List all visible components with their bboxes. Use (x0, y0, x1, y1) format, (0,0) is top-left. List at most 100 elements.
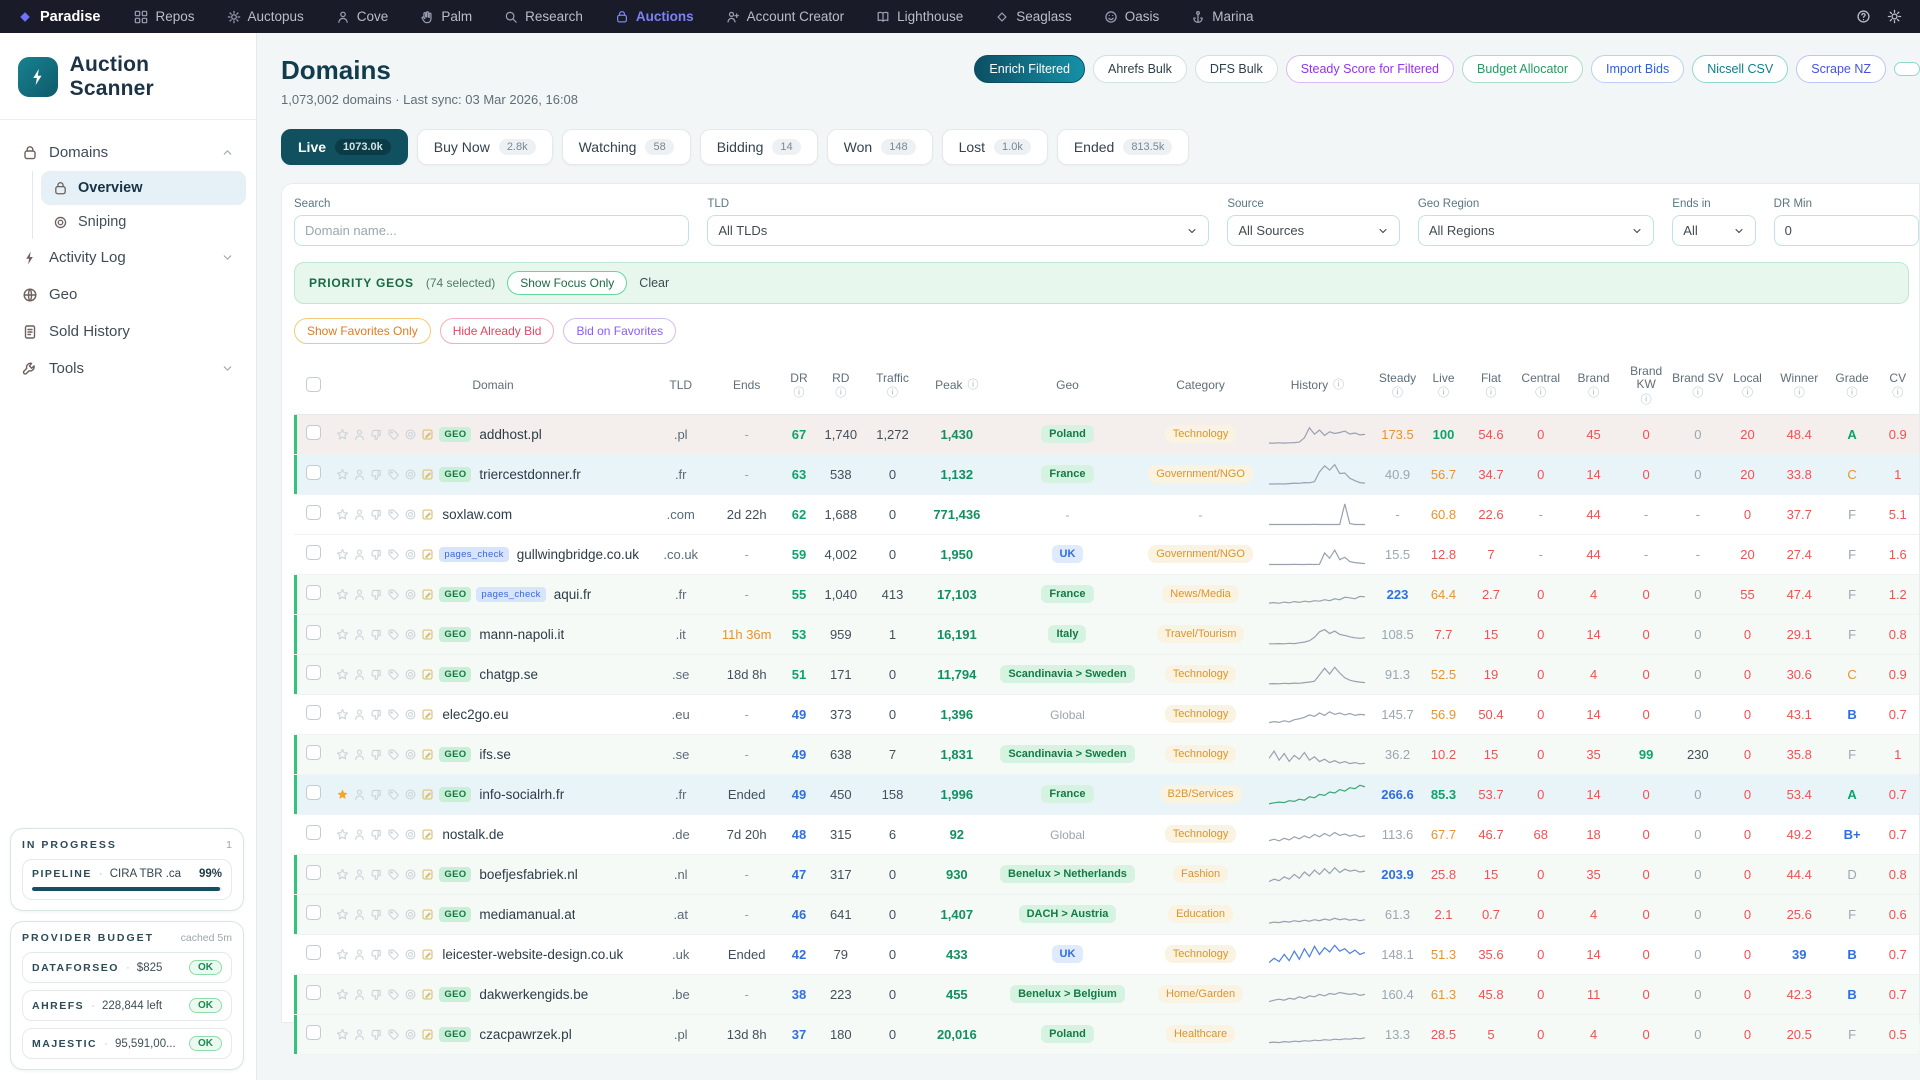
show-favorites-only-button[interactable]: Show Favorites Only (294, 318, 431, 344)
favorite-star-icon[interactable] (336, 708, 349, 721)
enrich-filtered-button[interactable]: Enrich Filtered (974, 55, 1085, 83)
thumbsDown-icon[interactable] (370, 628, 383, 641)
sidebar-item-tools[interactable]: Tools (10, 350, 246, 387)
target-icon[interactable] (404, 668, 417, 681)
row-checkbox[interactable] (305, 705, 321, 720)
row-checkbox[interactable] (305, 865, 321, 880)
person-icon[interactable] (353, 428, 366, 441)
person-icon[interactable] (353, 548, 366, 561)
target-icon[interactable] (404, 468, 417, 481)
brand[interactable]: Paradise (18, 9, 100, 25)
column-header-brand[interactable]: Brand ⓘ (1566, 358, 1621, 415)
pencil-icon[interactable] (421, 468, 434, 481)
select-all-header[interactable] (294, 358, 333, 415)
favorite-star-icon[interactable] (336, 628, 349, 641)
pencil-icon[interactable] (421, 828, 434, 841)
target-icon[interactable] (404, 788, 417, 801)
tab-bidding[interactable]: Bidding 14 (699, 129, 818, 165)
thumbsDown-icon[interactable] (370, 708, 383, 721)
show-focus-only-button[interactable]: Show Focus Only (507, 271, 628, 295)
pencil-icon[interactable] (421, 868, 434, 881)
favorite-star-icon[interactable] (336, 508, 349, 521)
column-header-peak[interactable]: Peak ⓘ (919, 358, 994, 415)
nav-item-research[interactable]: Research (504, 9, 583, 24)
favorite-star-icon[interactable] (336, 788, 349, 801)
pencil-icon[interactable] (421, 668, 434, 681)
domain-name[interactable]: elec2go.eu (442, 706, 509, 722)
tag-icon[interactable] (387, 428, 400, 441)
ends-in-select[interactable]: All (1672, 215, 1756, 246)
tab-watching[interactable]: Watching 58 (561, 129, 691, 165)
favorite-star-icon[interactable] (336, 588, 349, 601)
sidebar-item-activity-log[interactable]: Activity Log (10, 239, 246, 276)
person-icon[interactable] (353, 988, 366, 1001)
person-icon[interactable] (353, 508, 366, 521)
domain-name[interactable]: chatgp.se (479, 666, 538, 682)
target-icon[interactable] (404, 828, 417, 841)
person-icon[interactable] (353, 628, 366, 641)
nav-item-auctions[interactable]: Auctions (615, 9, 694, 24)
person-icon[interactable] (353, 668, 366, 681)
sidebar-item-sniping[interactable]: Sniping (41, 205, 246, 239)
column-header-grade[interactable]: Grade ⓘ (1827, 358, 1877, 415)
thumbsDown-icon[interactable] (370, 788, 383, 801)
pencil-icon[interactable] (421, 748, 434, 761)
nav-item-account-creator[interactable]: Account Creator (726, 9, 844, 24)
column-header-flat[interactable]: Flat ⓘ (1466, 358, 1516, 415)
row-checkbox[interactable] (305, 465, 321, 480)
tab-live[interactable]: Live 1073.0k (281, 129, 408, 165)
pencil-icon[interactable] (421, 788, 434, 801)
domain-name[interactable]: dakwerkengids.be (479, 986, 589, 1002)
hide-already-bid-button[interactable]: Hide Already Bid (439, 318, 555, 344)
thumbsDown-icon[interactable] (370, 748, 383, 761)
person-icon[interactable] (353, 908, 366, 921)
tld-select[interactable]: All TLDs (707, 215, 1210, 246)
tag-icon[interactable] (387, 988, 400, 1001)
domain-name[interactable]: leicester-website-design.co.uk (442, 946, 624, 962)
tag-icon[interactable] (387, 588, 400, 601)
nav-item-lighthouse[interactable]: Lighthouse (876, 9, 963, 24)
thumbsDown-icon[interactable] (370, 948, 383, 961)
target-icon[interactable] (404, 628, 417, 641)
thumbsDown-icon[interactable] (370, 988, 383, 1001)
row-checkbox[interactable] (305, 585, 321, 600)
row-checkbox[interactable] (305, 985, 321, 1000)
theme-icon[interactable] (1887, 9, 1902, 24)
nav-item-seaglass[interactable]: Seaglass (995, 9, 1072, 24)
tag-icon[interactable] (387, 948, 400, 961)
domain-name[interactable]: nostalk.de (442, 826, 504, 842)
row-checkbox[interactable] (305, 425, 321, 440)
person-icon[interactable] (353, 948, 366, 961)
favorite-star-icon[interactable] (336, 1028, 349, 1041)
row-checkbox[interactable] (305, 625, 321, 640)
tab-buy-now[interactable]: Buy Now 2.8k (416, 129, 553, 165)
target-icon[interactable] (404, 908, 417, 921)
pencil-icon[interactable] (421, 588, 434, 601)
row-checkbox[interactable] (305, 905, 321, 920)
domain-name[interactable]: aqui.fr (553, 586, 592, 602)
tag-icon[interactable] (387, 508, 400, 521)
favorite-star-icon[interactable] (336, 668, 349, 681)
tag-icon[interactable] (387, 828, 400, 841)
tag-icon[interactable] (387, 908, 400, 921)
search-input[interactable] (305, 223, 679, 238)
target-icon[interactable] (404, 508, 417, 521)
steady-score-for-filtered-button[interactable]: Steady Score for Filtered (1285, 55, 1454, 83)
thumbsDown-icon[interactable] (370, 508, 383, 521)
pencil-icon[interactable] (421, 548, 434, 561)
tag-icon[interactable] (387, 708, 400, 721)
pencil-icon[interactable] (421, 908, 434, 921)
pencil-icon[interactable] (421, 708, 434, 721)
help-icon[interactable] (1856, 9, 1871, 24)
thumbsDown-icon[interactable] (370, 468, 383, 481)
person-icon[interactable] (353, 788, 366, 801)
favorite-star-icon[interactable] (336, 548, 349, 561)
thumbsDown-icon[interactable] (370, 548, 383, 561)
row-checkbox[interactable] (305, 545, 321, 560)
tag-icon[interactable] (387, 868, 400, 881)
tag-icon[interactable] (387, 748, 400, 761)
nav-item-repos[interactable]: Repos (134, 9, 195, 24)
domain-name[interactable]: gullwingbridge.co.uk (516, 546, 640, 562)
column-header-ends[interactable]: Ends (711, 358, 782, 415)
thumbsDown-icon[interactable] (370, 908, 383, 921)
